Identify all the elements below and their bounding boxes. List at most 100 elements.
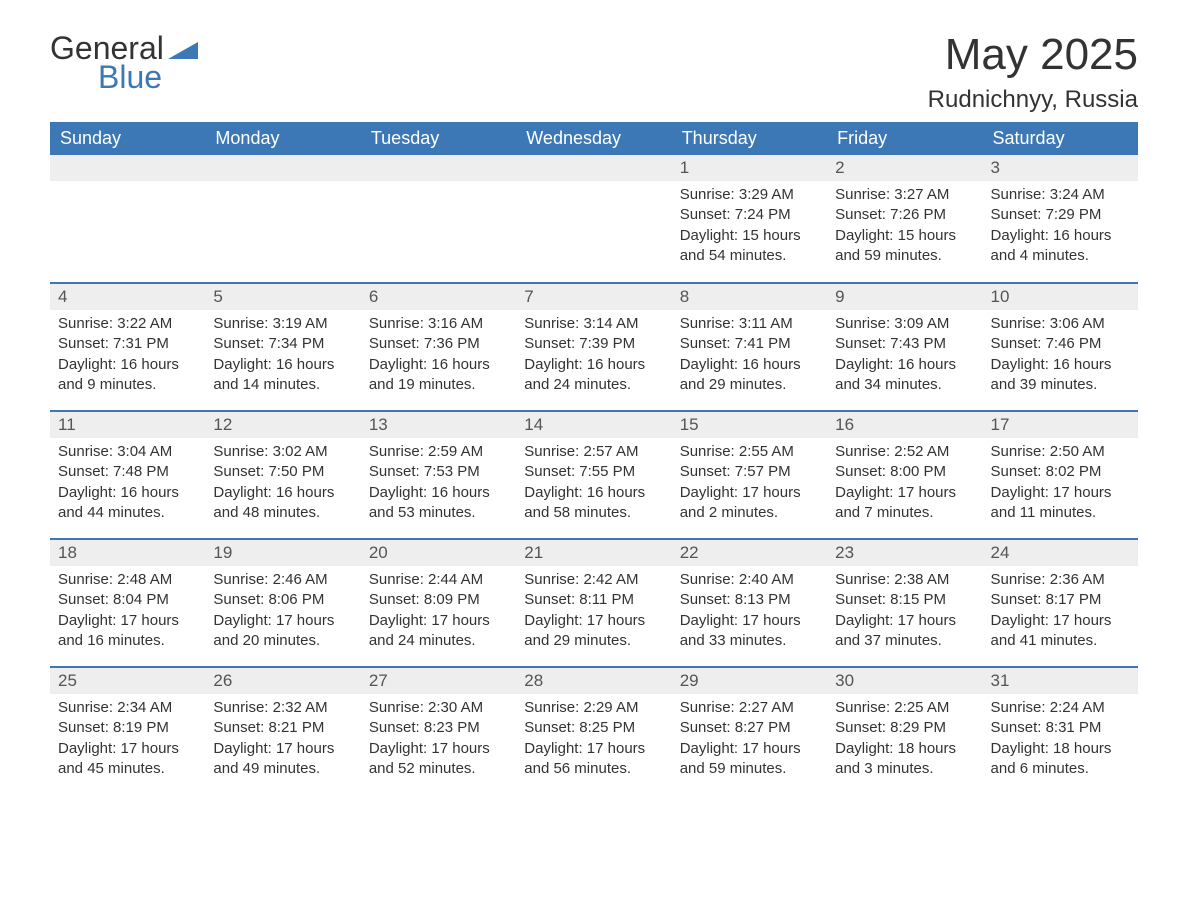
sunset-line: Sunset: 7:26 PM [835, 205, 974, 225]
daylight-line: Daylight: 17 hours and 16 minutes. [58, 611, 197, 652]
sunrise-line: Sunrise: 3:22 AM [58, 314, 197, 334]
calendar-body: ....1Sunrise: 3:29 AMSunset: 7:24 PMDayl… [50, 155, 1138, 795]
day-number: 9 [827, 284, 982, 310]
calendar-cell: 10Sunrise: 3:06 AMSunset: 7:46 PMDayligh… [983, 283, 1138, 411]
calendar-cell: 2Sunrise: 3:27 AMSunset: 7:26 PMDaylight… [827, 155, 982, 283]
sunrise-line: Sunrise: 3:14 AM [524, 314, 663, 334]
day-content: Sunrise: 3:19 AMSunset: 7:34 PMDaylight:… [205, 310, 360, 399]
sunrise-line: Sunrise: 2:25 AM [835, 698, 974, 718]
weekday-header: Thursday [672, 122, 827, 155]
sunrise-line: Sunrise: 2:48 AM [58, 570, 197, 590]
sunrise-line: Sunrise: 3:04 AM [58, 442, 197, 462]
daylight-line: Daylight: 17 hours and 37 minutes. [835, 611, 974, 652]
day-content: Sunrise: 2:52 AMSunset: 8:00 PMDaylight:… [827, 438, 982, 527]
calendar-cell: 8Sunrise: 3:11 AMSunset: 7:41 PMDaylight… [672, 283, 827, 411]
daylight-line: Daylight: 17 hours and 45 minutes. [58, 739, 197, 780]
sunrise-line: Sunrise: 2:34 AM [58, 698, 197, 718]
day-number: 5 [205, 284, 360, 310]
day-content: Sunrise: 3:22 AMSunset: 7:31 PMDaylight:… [50, 310, 205, 399]
daylight-line: Daylight: 16 hours and 48 minutes. [213, 483, 352, 524]
sunset-line: Sunset: 7:24 PM [680, 205, 819, 225]
sunset-line: Sunset: 8:09 PM [369, 590, 508, 610]
day-number: 4 [50, 284, 205, 310]
calendar-cell: 24Sunrise: 2:36 AMSunset: 8:17 PMDayligh… [983, 539, 1138, 667]
calendar-cell: 12Sunrise: 3:02 AMSunset: 7:50 PMDayligh… [205, 411, 360, 539]
weekday-header: Friday [827, 122, 982, 155]
sunset-line: Sunset: 8:11 PM [524, 590, 663, 610]
sunset-line: Sunset: 8:27 PM [680, 718, 819, 738]
day-number: 6 [361, 284, 516, 310]
day-number: 20 [361, 540, 516, 566]
daylight-line: Daylight: 16 hours and 4 minutes. [991, 226, 1130, 267]
day-number: 3 [983, 155, 1138, 181]
daylight-line: Daylight: 17 hours and 2 minutes. [680, 483, 819, 524]
sunrise-line: Sunrise: 3:16 AM [369, 314, 508, 334]
day-number: 27 [361, 668, 516, 694]
sunset-line: Sunset: 7:34 PM [213, 334, 352, 354]
calendar-cell: 7Sunrise: 3:14 AMSunset: 7:39 PMDaylight… [516, 283, 671, 411]
daylight-line: Daylight: 16 hours and 53 minutes. [369, 483, 508, 524]
daylight-line: Daylight: 17 hours and 41 minutes. [991, 611, 1130, 652]
logo-icon [168, 37, 198, 59]
day-number: 10 [983, 284, 1138, 310]
day-content: Sunrise: 3:29 AMSunset: 7:24 PMDaylight:… [672, 181, 827, 270]
calendar-cell: 25Sunrise: 2:34 AMSunset: 8:19 PMDayligh… [50, 667, 205, 795]
calendar-cell: 1Sunrise: 3:29 AMSunset: 7:24 PMDaylight… [672, 155, 827, 283]
daylight-line: Daylight: 16 hours and 34 minutes. [835, 355, 974, 396]
sunset-line: Sunset: 7:55 PM [524, 462, 663, 482]
sunset-line: Sunset: 7:36 PM [369, 334, 508, 354]
daylight-line: Daylight: 18 hours and 3 minutes. [835, 739, 974, 780]
calendar-cell: 3Sunrise: 3:24 AMSunset: 7:29 PMDaylight… [983, 155, 1138, 283]
daylight-line: Daylight: 17 hours and 11 minutes. [991, 483, 1130, 524]
day-content: Sunrise: 2:29 AMSunset: 8:25 PMDaylight:… [516, 694, 671, 783]
sunset-line: Sunset: 8:23 PM [369, 718, 508, 738]
calendar-cell: 14Sunrise: 2:57 AMSunset: 7:55 PMDayligh… [516, 411, 671, 539]
day-number: 1 [672, 155, 827, 181]
day-content: Sunrise: 3:24 AMSunset: 7:29 PMDaylight:… [983, 181, 1138, 270]
sunset-line: Sunset: 8:02 PM [991, 462, 1130, 482]
sunset-line: Sunset: 7:41 PM [680, 334, 819, 354]
sunrise-line: Sunrise: 3:06 AM [991, 314, 1130, 334]
day-content: Sunrise: 2:30 AMSunset: 8:23 PMDaylight:… [361, 694, 516, 783]
sunset-line: Sunset: 8:19 PM [58, 718, 197, 738]
weekday-header: Saturday [983, 122, 1138, 155]
day-number: 19 [205, 540, 360, 566]
day-content: Sunrise: 3:04 AMSunset: 7:48 PMDaylight:… [50, 438, 205, 527]
day-number: 17 [983, 412, 1138, 438]
day-content: Sunrise: 3:06 AMSunset: 7:46 PMDaylight:… [983, 310, 1138, 399]
weekday-header: Sunday [50, 122, 205, 155]
sunrise-line: Sunrise: 3:24 AM [991, 185, 1130, 205]
day-number: 29 [672, 668, 827, 694]
sunrise-line: Sunrise: 2:52 AM [835, 442, 974, 462]
sunset-line: Sunset: 8:31 PM [991, 718, 1130, 738]
day-content: Sunrise: 2:25 AMSunset: 8:29 PMDaylight:… [827, 694, 982, 783]
sunrise-line: Sunrise: 2:57 AM [524, 442, 663, 462]
day-content: Sunrise: 2:27 AMSunset: 8:27 PMDaylight:… [672, 694, 827, 783]
sunrise-line: Sunrise: 3:02 AM [213, 442, 352, 462]
sunrise-line: Sunrise: 3:27 AM [835, 185, 974, 205]
calendar-cell: . [361, 155, 516, 283]
day-number: 28 [516, 668, 671, 694]
day-number: 13 [361, 412, 516, 438]
sunset-line: Sunset: 8:06 PM [213, 590, 352, 610]
day-number: 12 [205, 412, 360, 438]
daylight-line: Daylight: 16 hours and 44 minutes. [58, 483, 197, 524]
daylight-line: Daylight: 17 hours and 59 minutes. [680, 739, 819, 780]
weekday-header: Wednesday [516, 122, 671, 155]
daylight-line: Daylight: 17 hours and 24 minutes. [369, 611, 508, 652]
calendar-cell: 31Sunrise: 2:24 AMSunset: 8:31 PMDayligh… [983, 667, 1138, 795]
calendar-header-row: SundayMondayTuesdayWednesdayThursdayFrid… [50, 122, 1138, 155]
sunset-line: Sunset: 8:29 PM [835, 718, 974, 738]
day-content: Sunrise: 3:11 AMSunset: 7:41 PMDaylight:… [672, 310, 827, 399]
sunrise-line: Sunrise: 2:29 AM [524, 698, 663, 718]
calendar-cell: 4Sunrise: 3:22 AMSunset: 7:31 PMDaylight… [50, 283, 205, 411]
sunset-line: Sunset: 8:13 PM [680, 590, 819, 610]
calendar-cell: 16Sunrise: 2:52 AMSunset: 8:00 PMDayligh… [827, 411, 982, 539]
day-content: Sunrise: 3:27 AMSunset: 7:26 PMDaylight:… [827, 181, 982, 270]
sunset-line: Sunset: 7:46 PM [991, 334, 1130, 354]
logo-text-blue: Blue [98, 59, 162, 96]
sunset-line: Sunset: 8:25 PM [524, 718, 663, 738]
daylight-line: Daylight: 17 hours and 49 minutes. [213, 739, 352, 780]
calendar-cell: 15Sunrise: 2:55 AMSunset: 7:57 PMDayligh… [672, 411, 827, 539]
day-number: 21 [516, 540, 671, 566]
